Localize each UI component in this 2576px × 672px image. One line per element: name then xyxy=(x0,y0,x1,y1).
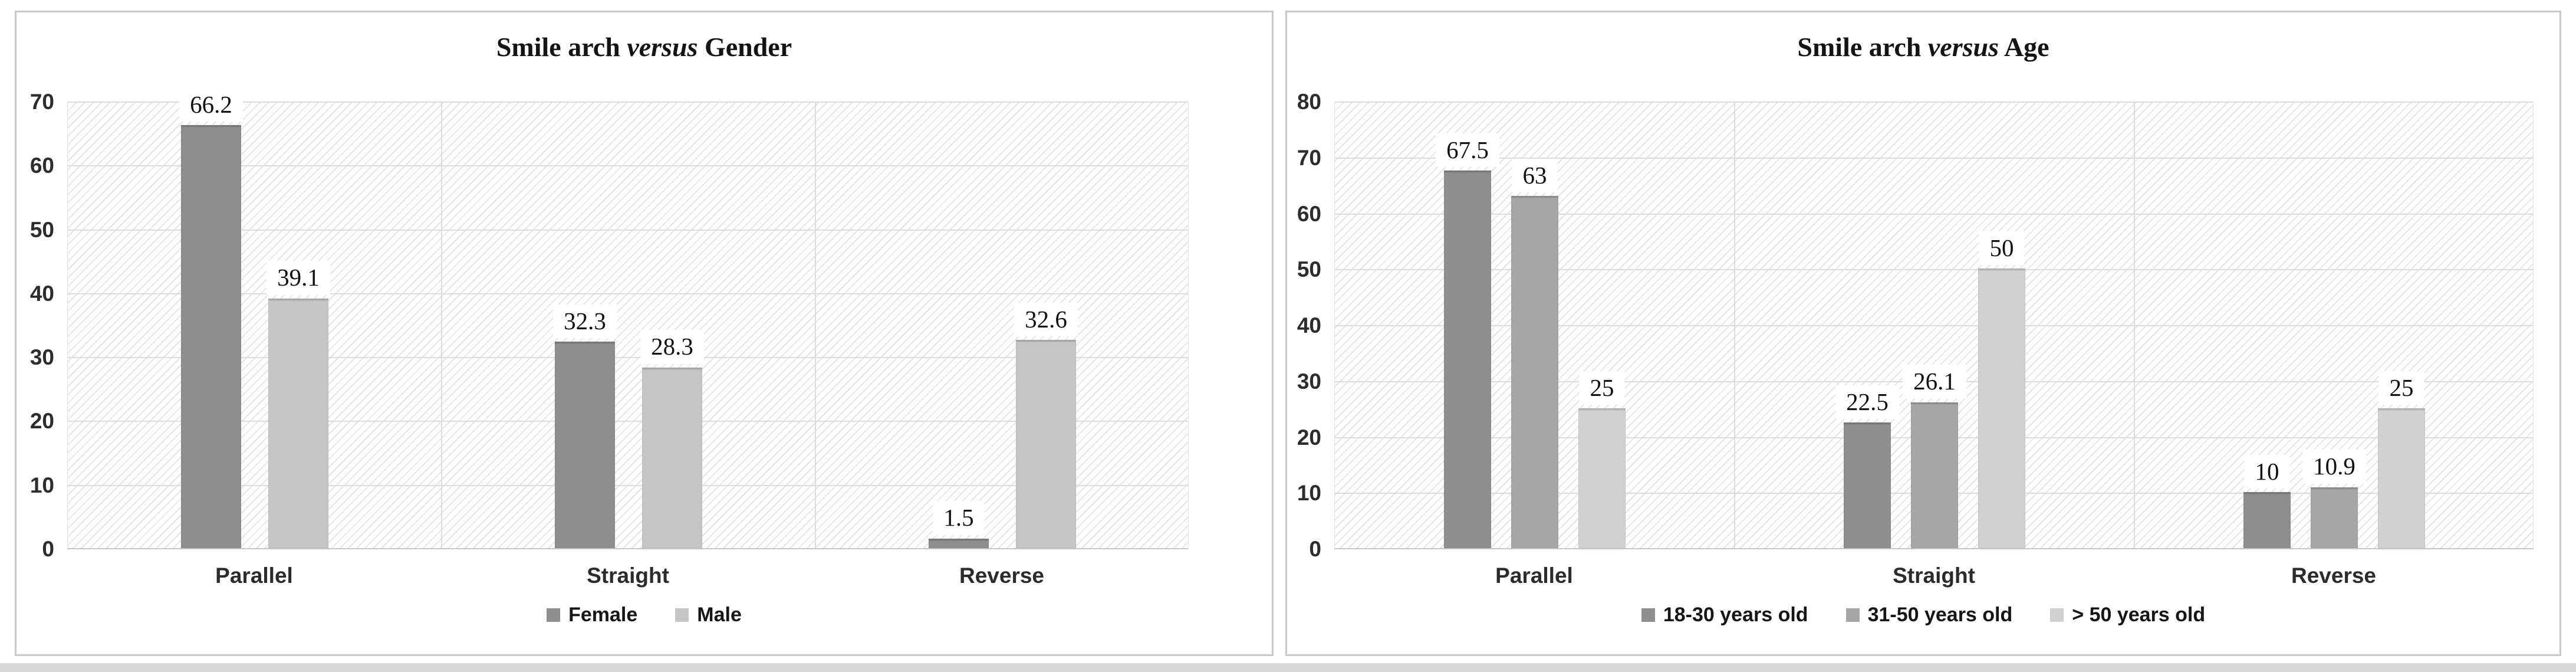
category-separator xyxy=(2134,102,2135,548)
y-tick-label: 10 xyxy=(1297,481,1321,506)
y-tick-label: 40 xyxy=(1297,313,1321,337)
legend-item: > 50 years old xyxy=(2050,604,2205,627)
y-tick-label: 80 xyxy=(1297,90,1321,114)
gridline xyxy=(1335,269,2533,271)
category-label: Parallel xyxy=(1495,563,1573,588)
legend-swatch xyxy=(2050,608,2064,622)
category-separator xyxy=(441,102,442,548)
gridline xyxy=(68,293,1188,294)
gridline xyxy=(1335,325,2533,326)
bar-value-label: 66.2 xyxy=(179,87,243,122)
bar xyxy=(929,538,989,548)
gridline xyxy=(68,165,1188,167)
bar xyxy=(268,298,328,548)
bar-value-label: 1.5 xyxy=(933,501,985,535)
legend-item: 31-50 years old xyxy=(1845,604,2013,627)
chart-title-versus: versus xyxy=(627,32,698,62)
y-tick-label: 30 xyxy=(1297,369,1321,394)
bar xyxy=(2378,408,2425,548)
bar-value-label: 39.1 xyxy=(267,261,330,295)
legend-swatch xyxy=(675,608,689,622)
bar xyxy=(1016,340,1076,548)
y-tick-label: 10 xyxy=(29,473,54,497)
chart-title-suffix: Gender xyxy=(698,32,792,62)
y-tick-label: 20 xyxy=(29,409,54,434)
chart-title: Smile arch versus Age xyxy=(1287,31,2559,63)
gridline xyxy=(68,421,1188,422)
y-tick-label: 70 xyxy=(1297,145,1321,170)
gridline xyxy=(68,484,1188,486)
y-tick-label: 70 xyxy=(29,90,54,114)
chart-title-prefix: Smile arch xyxy=(1797,32,1928,62)
bar-value-label: 10.9 xyxy=(2302,450,2366,484)
legend-label: 31-50 years old xyxy=(1867,604,2013,626)
gridline xyxy=(1335,157,2533,159)
bar xyxy=(1978,268,2025,548)
y-tick-label: 30 xyxy=(29,345,54,370)
bar-value-label: 50 xyxy=(1979,231,2025,265)
bar-value-label: 32.3 xyxy=(553,304,617,339)
gridline xyxy=(68,101,1188,103)
category-label: Reverse xyxy=(2291,563,2377,588)
category-separator xyxy=(815,102,816,548)
gridline xyxy=(68,357,1188,359)
category-label: Straight xyxy=(1893,563,1975,588)
gridline xyxy=(68,229,1188,231)
legend-item: Female xyxy=(547,604,637,627)
legend-swatch xyxy=(1845,608,1860,622)
figure-bottom-strip xyxy=(0,663,2576,672)
bar xyxy=(2311,487,2358,548)
y-tick-label: 40 xyxy=(29,281,54,306)
bar-value-label: 32.6 xyxy=(1014,302,1078,336)
category-label: Reverse xyxy=(959,563,1045,588)
bar xyxy=(1511,196,1558,548)
y-tick-label: 0 xyxy=(1309,537,1321,561)
bar-value-label: 63 xyxy=(1512,158,1558,193)
legend: 18-30 years old 31-50 years old > 50 years… xyxy=(1287,604,2559,627)
bar xyxy=(1844,422,1891,548)
legend: Female Male xyxy=(17,604,1272,627)
category-label: Straight xyxy=(587,563,669,588)
bar-value-label: 22.5 xyxy=(1835,385,1899,419)
legend-swatch xyxy=(1641,608,1655,622)
chart-title-versus: versus xyxy=(1927,32,1999,62)
bar xyxy=(1911,402,1958,548)
gridline xyxy=(1335,213,2533,215)
legend-item: Male xyxy=(675,604,742,627)
y-tick-label: 0 xyxy=(42,537,54,561)
legend-swatch xyxy=(547,608,561,622)
plot-area: 67.5 63 25 22.5 26.1 50 10 10.9 25 xyxy=(1334,101,2534,549)
y-tick-label: 60 xyxy=(1297,201,1321,226)
bar xyxy=(1578,408,1626,548)
bar xyxy=(642,367,702,548)
legend-label: Female xyxy=(568,604,638,626)
bar-value-label: 28.3 xyxy=(640,330,704,364)
bar xyxy=(1444,171,1491,548)
bar-value-label: 26.1 xyxy=(1903,365,1966,399)
bar xyxy=(181,125,241,548)
gender-chart-panel: Smile arch versus Gender 66.2 39.1 32.3 28.… xyxy=(15,11,1274,656)
bar xyxy=(2243,492,2291,548)
legend-label: 18-30 years old xyxy=(1663,604,1808,626)
age-chart-panel: Smile arch versus Age 67.5 63 25 22.5 26.1 50… xyxy=(1285,11,2561,656)
category-label: Parallel xyxy=(215,563,293,588)
chart-title-prefix: Smile arch xyxy=(496,32,627,62)
legend-item: 18-30 years old xyxy=(1641,604,1808,627)
chart-title-suffix: Age xyxy=(1998,32,2049,62)
bar-value-label: 25 xyxy=(2378,371,2424,405)
y-tick-label: 50 xyxy=(29,217,54,242)
category-separator xyxy=(1734,102,1735,548)
chart-title: Smile arch versus Gender xyxy=(17,31,1272,63)
legend-label: Male xyxy=(697,604,742,626)
bar-value-label: 25 xyxy=(1579,371,1625,405)
y-tick-label: 60 xyxy=(29,153,54,178)
y-tick-label: 50 xyxy=(1297,257,1321,282)
y-tick-label: 20 xyxy=(1297,425,1321,450)
bar xyxy=(555,342,615,548)
bar-value-label: 10 xyxy=(2244,454,2290,489)
gridline xyxy=(1335,101,2533,103)
plot-area: 66.2 39.1 32.3 28.3 1.5 32.6 xyxy=(67,87,1189,549)
bar-value-label: 67.5 xyxy=(1436,133,1499,168)
legend-label: > 50 years old xyxy=(2072,604,2206,626)
